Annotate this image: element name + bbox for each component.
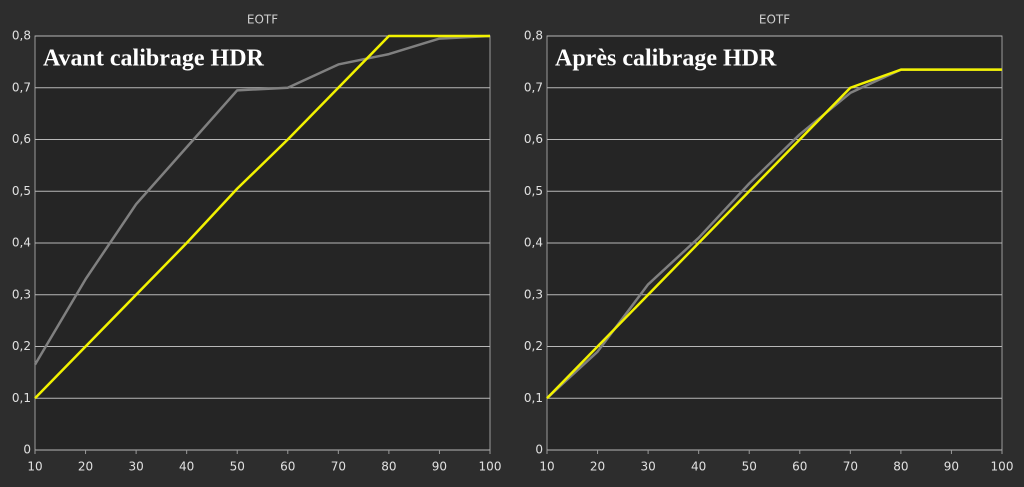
x-tick-label: 20 [590,460,605,474]
y-tick-label: 0,3 [12,287,31,301]
x-tick-label: 100 [479,460,502,474]
y-tick-label: 0,4 [524,236,543,250]
y-tick-label: 0,5 [524,184,543,198]
x-tick-label: 30 [640,460,655,474]
chart: EOTF 0 0,1 0,2 0,3 0,4 0,5 0,6 0,7 0,8 10 20 30 40 50 6… [524,13,1014,474]
y-tick-label: 0,7 [524,80,543,94]
x-tick-label: 80 [893,460,908,474]
x-tick-label: 60 [280,460,295,474]
y-tick-label: 0,1 [12,391,31,405]
x-tick-label: 10 [539,460,554,474]
y-tick-label: 0,6 [524,132,543,146]
annotation: Avant calibrage HDR [43,46,265,72]
data-line [34,34,490,400]
data-line [33,34,491,366]
x-tick-label: 50 [742,460,757,474]
y-tick-label: 0,6 [12,132,31,146]
y-tick-label: 0,7 [12,80,31,94]
x-tick-label: 40 [691,460,706,474]
x-tick-label: 90 [432,460,447,474]
data-line [546,68,1002,400]
x-tick-label: 20 [78,460,93,474]
x-tick-label: 90 [944,460,959,474]
y-tick-label: 0,2 [524,339,543,353]
y-tick-label: 0,8 [524,29,543,43]
x-tick-label: 40 [179,460,194,474]
chart-title: EOTF [759,13,790,27]
x-tick-label: 80 [381,460,396,474]
x-tick-label: 100 [991,460,1014,474]
chart-title: EOTF [247,13,278,27]
x-tick-label: 70 [843,460,858,474]
y-tick-label: 0 [535,443,543,457]
x-tick-label: 50 [230,460,245,474]
y-tick-label: 0,8 [12,29,31,43]
y-tick-label: 0,3 [524,287,543,301]
x-tick-label: 60 [792,460,807,474]
chart: EOTF 0 0,1 0,2 0,3 0,4 0,5 0,6 0,7 0,8 10 20 30 40 50 6… [12,13,502,474]
x-tick-label: 70 [331,460,346,474]
y-tick-label: 0,5 [12,184,31,198]
y-tick-label: 0 [23,443,31,457]
y-tick-label: 0,4 [12,236,31,250]
annotation: Après calibrage HDR [555,46,777,72]
x-tick-label: 30 [128,460,143,474]
x-tick-label: 10 [27,460,42,474]
y-tick-label: 0,1 [524,391,543,405]
y-tick-label: 0,2 [12,339,31,353]
